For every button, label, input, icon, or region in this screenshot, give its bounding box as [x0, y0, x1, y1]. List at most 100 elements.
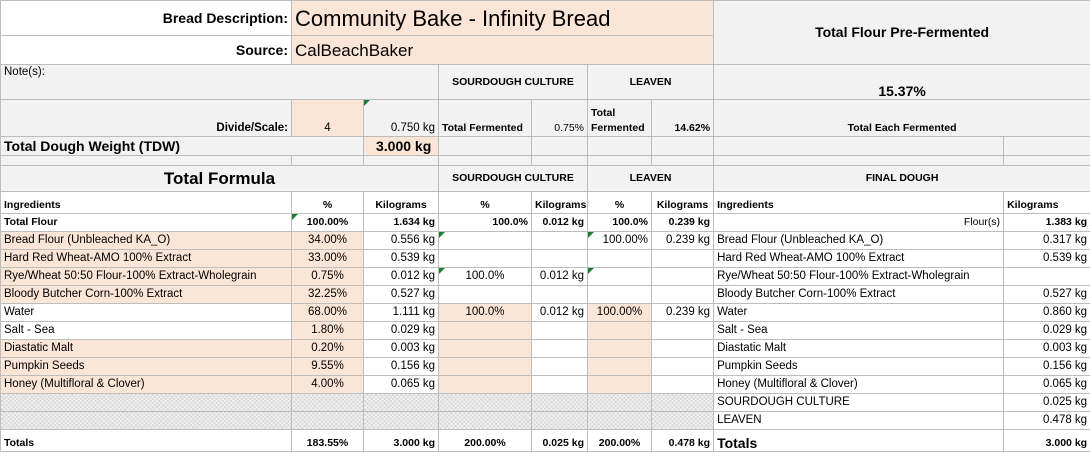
- totals-lv-pct: 200.00%: [587, 429, 652, 452]
- ingredient-name[interactable]: Diastatic Malt: [0, 339, 292, 358]
- ingredient-name[interactable]: Bloody Butcher Corn-100% Extract: [0, 285, 292, 304]
- pre-fermented-value: 15.37%: [713, 64, 1090, 100]
- sd-pct[interactable]: [438, 357, 532, 376]
- lv-pct: 100.0%: [587, 213, 652, 232]
- fd-name: Bloody Butcher Corn-100% Extract: [713, 285, 1005, 304]
- hatched-cell: [650, 411, 715, 430]
- lv-kg: 0.239 kg: [650, 303, 715, 322]
- sd-kg: [531, 339, 588, 358]
- spacer-cell: [531, 155, 588, 166]
- notes-field[interactable]: Note(s):: [0, 64, 439, 100]
- leaven-header: LEAVEN: [586, 64, 715, 100]
- sd-pct[interactable]: 100.0%: [438, 267, 532, 286]
- lv-pct[interactable]: 100.00%: [587, 303, 652, 322]
- lv-kg: [650, 339, 715, 358]
- ingredient-name[interactable]: Pumpkin Seeds: [0, 357, 292, 376]
- ingredient-pct[interactable]: 1.80%: [291, 321, 364, 340]
- fd-name: Flour(s): [713, 213, 1005, 232]
- ingredient-pct[interactable]: 0.20%: [291, 339, 364, 358]
- fd-kg: 0.025 kg: [1003, 393, 1090, 412]
- hatched-cell: [291, 393, 364, 412]
- ingredient-name[interactable]: Rye/Wheat 50:50 Flour-100% Extract-Whole…: [0, 267, 292, 286]
- ingredient-pct[interactable]: 33.00%: [291, 249, 364, 268]
- ingredient-pct[interactable]: 34.00%: [291, 231, 364, 250]
- leaven-total-fermented-label: Total Fermented: [587, 99, 652, 137]
- fd-name: Pumpkin Seeds: [713, 357, 1005, 376]
- fd-col-ingredients: Ingredients: [713, 191, 1005, 214]
- ingredient-kg: 0.539 kg: [363, 249, 439, 268]
- table-row: Salt - Sea 1.80% 0.029 kg Salt - Sea 0.0…: [0, 321, 1090, 340]
- source-label: Source:: [0, 35, 292, 65]
- spacer-cell: [291, 155, 364, 166]
- fd-name: Rye/Wheat 50:50 Flour-100% Extract-Whole…: [713, 267, 1005, 286]
- sd-col-pct: %: [438, 191, 532, 214]
- hatched-cell: [0, 411, 292, 430]
- table-row: Honey (Multifloral & Clover) 4.00% 0.065…: [0, 375, 1090, 394]
- fd-kg: 0.003 kg: [1003, 339, 1090, 358]
- sourdough-fermented-pct: 0.75%: [531, 99, 588, 137]
- ingredient-kg: 0.156 kg: [363, 357, 439, 376]
- tdw-input[interactable]: 3.000 kg: [363, 136, 439, 156]
- empty-cell: [587, 136, 652, 156]
- lv-pct[interactable]: [587, 249, 652, 268]
- ingredient-kg: 1.111 kg: [363, 303, 439, 322]
- ingredient-pct[interactable]: 68.00%: [291, 303, 364, 322]
- totals-sd-kg: 0.025 kg: [531, 429, 588, 452]
- fd-kg: 0.860 kg: [1003, 303, 1090, 322]
- sd-kg: [531, 375, 588, 394]
- col-pct: %: [291, 191, 364, 214]
- empty-cell: [438, 136, 532, 156]
- lv-pct[interactable]: [587, 375, 652, 394]
- hatched-cell: [438, 393, 532, 412]
- sd-pct[interactable]: [438, 285, 532, 304]
- lv-kg: 0.239 kg: [650, 213, 715, 232]
- sd-pct[interactable]: [438, 231, 532, 250]
- bread-description-field[interactable]: Community Bake - Infinity Bread: [290, 0, 715, 36]
- sd-pct[interactable]: 100.0%: [438, 303, 532, 322]
- sd-kg: [531, 285, 588, 304]
- ingredient-name[interactable]: Honey (Multifloral & Clover): [0, 375, 292, 394]
- lv-pct[interactable]: 100.00%: [587, 231, 652, 250]
- table-row: SOURDOUGH CULTURE 0.025 kg: [0, 393, 1090, 412]
- leaven-fermented-pct: 14.62%: [650, 99, 715, 137]
- ingredient-pct[interactable]: 4.00%: [291, 375, 364, 394]
- sd-kg: [531, 249, 588, 268]
- fd-name: Hard Red Wheat-AMO 100% Extract: [713, 249, 1005, 268]
- table-row-totals: Totals 183.55% 3.000 kg 200.00% 0.025 kg…: [0, 429, 1090, 452]
- hatched-cell: [531, 393, 588, 412]
- fd-name: Diastatic Malt: [713, 339, 1005, 358]
- sd-pct[interactable]: [438, 339, 532, 358]
- col-kg: Kilograms: [363, 191, 439, 214]
- ingredient-pct[interactable]: 32.25%: [291, 285, 364, 304]
- sd-pct[interactable]: [438, 375, 532, 394]
- lv-kg: 0.239 kg: [650, 231, 715, 250]
- fd-name: Water: [713, 303, 1005, 322]
- ingredient-kg: 0.556 kg: [363, 231, 439, 250]
- lv-pct[interactable]: [587, 285, 652, 304]
- ingredient-name[interactable]: Hard Red Wheat-AMO 100% Extract: [0, 249, 292, 268]
- lv-pct[interactable]: [587, 321, 652, 340]
- sourdough-culture-header: SOURDOUGH CULTURE: [438, 64, 588, 100]
- spacer-cell: [650, 155, 715, 166]
- sd-kg: 0.012 kg: [531, 303, 588, 322]
- sd-pct[interactable]: [438, 249, 532, 268]
- fd-totals-label: Totals: [713, 429, 1005, 452]
- lv-pct[interactable]: [587, 357, 652, 376]
- source-field[interactable]: CalBeachBaker: [290, 35, 715, 65]
- fd-kg: 0.317 kg: [1003, 231, 1090, 250]
- totals-sd-pct: 200.00%: [438, 429, 532, 452]
- spacer-cell: [438, 155, 532, 166]
- fd-kg: 1.383 kg: [1003, 213, 1090, 232]
- lv-pct[interactable]: [587, 339, 652, 358]
- sd-pct[interactable]: [438, 321, 532, 340]
- lv-kg: [650, 375, 715, 394]
- lv-pct[interactable]: [587, 267, 652, 286]
- fd-kg: 0.527 kg: [1003, 285, 1090, 304]
- sd-kg: [531, 231, 588, 250]
- lv-col-kg: Kilograms: [650, 191, 715, 214]
- ingredient-pct[interactable]: 0.75%: [291, 267, 364, 286]
- ingredient-name[interactable]: Bread Flour (Unbleached KA_O): [0, 231, 292, 250]
- hatched-cell: [587, 411, 652, 430]
- divide-scale-input[interactable]: 4: [291, 99, 364, 137]
- ingredient-pct[interactable]: 9.55%: [291, 357, 364, 376]
